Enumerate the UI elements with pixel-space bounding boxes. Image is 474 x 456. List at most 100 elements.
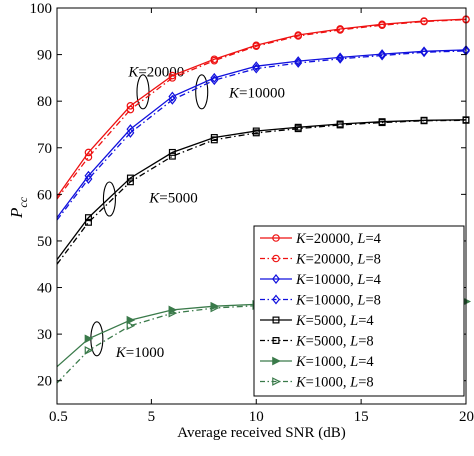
legend-l-value: =8: [365, 252, 380, 268]
data-point: [126, 321, 136, 331]
legend-box: [253, 225, 465, 397]
legend-label: K=20000, L=8: [295, 252, 381, 268]
legend-k-value: =5000,: [306, 313, 350, 329]
legend-marker: [272, 274, 280, 284]
legend-k: K: [295, 375, 307, 391]
annotation-label: K=5000: [148, 191, 197, 207]
y-axis-label: Pcc: [7, 196, 30, 219]
annotation-value: =5000: [159, 191, 197, 207]
data-point: [84, 174, 93, 184]
axes-group: 0.5 5 10 15 20 20 30 40 50 60 70 80 90 100 Average rec…: [7, 1, 474, 441]
legend-label: K=1000, L=4: [295, 354, 374, 370]
data-point: [294, 32, 303, 40]
legend-k-value: =10000,: [306, 293, 358, 309]
legend-marker: [272, 337, 280, 344]
series-6: [56, 116, 470, 265]
data-point: [126, 105, 135, 114]
legend-l: L: [356, 252, 365, 268]
legend-k-value: =5000,: [306, 334, 350, 350]
x-tick-label: 5: [148, 409, 156, 425]
series-1: [56, 15, 470, 198]
legend-label: K=10000, L=8: [295, 293, 381, 309]
legend-label: K=10000, L=4: [295, 272, 382, 288]
legend-l: L: [349, 313, 358, 329]
data-point: [252, 63, 261, 74]
legend-l: L: [349, 375, 358, 391]
series-group: [56, 15, 471, 384]
legend-k-value: =10000,: [306, 272, 358, 288]
y-tick-label: 50: [37, 234, 52, 250]
data-point: [168, 74, 177, 82]
data-point: [252, 61, 261, 72]
legend-entry: K=10000, L=8: [260, 293, 381, 309]
data-point: [420, 17, 428, 26]
legend-k: K: [295, 272, 307, 288]
legend-k-value: =20000,: [306, 231, 358, 247]
series-line-2: [56, 18, 467, 200]
y-tick-label: 40: [37, 281, 52, 297]
legend-k: K: [295, 293, 307, 309]
data-point: [84, 148, 93, 157]
legend-k: K: [295, 334, 307, 350]
data-point: [84, 334, 94, 344]
legend-entry: K=1000, L=4: [260, 354, 374, 370]
x-tick-label: 15: [354, 409, 369, 425]
y-tick-label: 100: [30, 1, 53, 17]
data-point: [84, 153, 93, 161]
series-line-3: [56, 49, 467, 218]
legend-l: L: [356, 231, 365, 247]
legend-label: K=1000, L=8: [295, 375, 374, 391]
data-point: [336, 52, 345, 63]
x-tick-label: 20: [459, 409, 474, 425]
data-point: [126, 178, 134, 186]
legend-l-value: =4: [365, 272, 381, 288]
annotation-k: K: [127, 64, 139, 80]
data-point: [420, 47, 429, 58]
series-line-1: [56, 18, 467, 198]
annotation-k: K: [228, 85, 240, 101]
data-point: [252, 42, 261, 51]
data-point: [336, 26, 344, 34]
data-point: [294, 56, 303, 67]
series-line-8: [56, 300, 467, 384]
plot-frame: [56, 7, 467, 405]
series-line-4: [56, 50, 467, 221]
legend-k: K: [295, 231, 307, 247]
legend-l-value: =8: [365, 293, 380, 309]
annotation-label: K=1000: [115, 345, 164, 361]
data-point: [210, 72, 219, 83]
data-point: [84, 170, 93, 181]
legend-k-value: =20000,: [306, 252, 358, 268]
legend-entry: K=20000, L=8: [260, 252, 381, 268]
series-line-5: [56, 119, 467, 260]
data-point: [210, 56, 219, 65]
y-tick-label: 90: [37, 48, 52, 64]
y-axis-label-sub: cc: [16, 196, 30, 207]
legend-entry: K=20000, L=4: [260, 231, 382, 247]
data-point: [336, 53, 345, 64]
legend-label: K=5000, L=8: [295, 334, 374, 350]
data-point: [168, 148, 176, 156]
legend-l-value: =4: [365, 231, 381, 247]
data-point: [378, 49, 387, 60]
annotation-label: K=10000: [228, 85, 285, 101]
legend-l: L: [349, 334, 358, 350]
legend-entry: K=5000, L=4: [260, 313, 374, 329]
legend-entry: K=10000, L=4: [260, 272, 382, 288]
annotation-ellipse: [102, 181, 116, 217]
legend-k-value: =1000,: [306, 354, 350, 370]
x-tick-label: 10: [249, 409, 264, 425]
data-point: [378, 119, 386, 127]
legend-k: K: [295, 252, 307, 268]
legend-marker: [272, 316, 280, 324]
legend-k: K: [295, 354, 307, 370]
data-point: [336, 121, 344, 129]
annotation-k: K: [148, 191, 160, 207]
data-point: [126, 102, 135, 110]
y-tick-label: 30: [37, 327, 52, 343]
legend-l: L: [356, 293, 365, 309]
series-line-6: [56, 119, 467, 265]
data-point: [126, 127, 135, 138]
